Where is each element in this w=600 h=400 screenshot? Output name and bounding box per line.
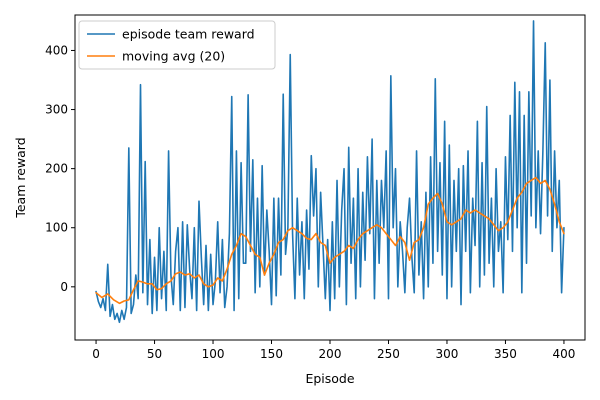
x-axis: 0 50 100 150 200 250 300 350 400: [92, 340, 575, 361]
x-tick-label: 250: [377, 347, 400, 361]
x-tick-label: 350: [494, 347, 517, 361]
y-tick-label: 200: [45, 162, 68, 176]
y-axis: 0 100 200 300 400: [45, 43, 75, 294]
legend-label-episode: episode team reward: [122, 27, 255, 42]
legend-label-moving-avg: moving avg (20): [122, 49, 225, 64]
x-tick-label: 150: [260, 347, 283, 361]
x-tick-label: 0: [92, 347, 100, 361]
y-tick-label: 400: [45, 43, 68, 57]
series-layer: [95, 20, 565, 324]
y-tick-label: 0: [60, 280, 68, 294]
x-tick-label: 400: [552, 347, 575, 361]
y-tick-label: 100: [45, 221, 68, 235]
y-tick-label: 300: [45, 103, 68, 117]
x-axis-label: Episode: [305, 371, 354, 386]
series-line-0: [95, 20, 565, 324]
x-tick-label: 200: [319, 347, 342, 361]
legend: episode team reward moving avg (20): [78, 20, 276, 70]
legend-box: [78, 20, 276, 70]
x-tick-label: 50: [147, 347, 162, 361]
series-line-1: [95, 176, 565, 305]
y-axis-label: Team reward: [13, 137, 28, 218]
x-tick-label: 300: [436, 347, 459, 361]
x-tick-label: 100: [202, 347, 225, 361]
